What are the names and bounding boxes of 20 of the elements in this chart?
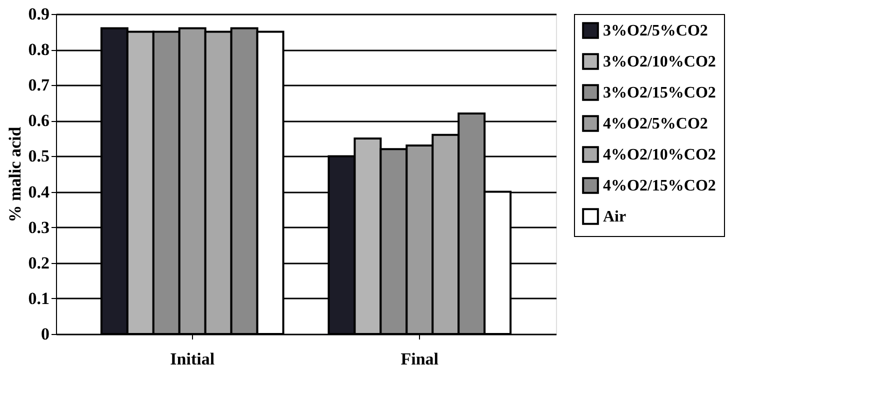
y-tick-label: 0.5 <box>28 146 50 166</box>
legend-label: 4%O2/5%CO2 <box>603 116 708 132</box>
y-tick-label: 0 <box>41 324 50 344</box>
y-tick-label: 0.6 <box>28 111 50 130</box>
y-tick-label: 0.9 <box>28 4 50 24</box>
legend-label: 3%O2/5%CO2 <box>603 22 708 40</box>
x-tick-label: Final <box>400 350 439 368</box>
y-tick-label: 0.7 <box>28 76 50 95</box>
x-tick-label: Initial <box>170 350 215 368</box>
y-tick-label: 0.1 <box>28 288 50 308</box>
y-tick-label: 0.2 <box>28 253 50 272</box>
legend-label: 4%O2/15%CO2 <box>603 178 716 194</box>
legend-label: 4%O2/10%CO2 <box>603 146 716 164</box>
y-tick-label: 0.8 <box>28 40 50 60</box>
legend-label: 3%O2/15%CO2 <box>603 84 716 102</box>
y-axis-title: % malic acid <box>5 126 24 222</box>
y-tick-label: 0.3 <box>28 218 50 237</box>
legend-label: 3%O2/10%CO2 <box>603 54 716 70</box>
y-tick-label: 0.4 <box>28 182 50 202</box>
legend-label: Air <box>603 208 626 226</box>
